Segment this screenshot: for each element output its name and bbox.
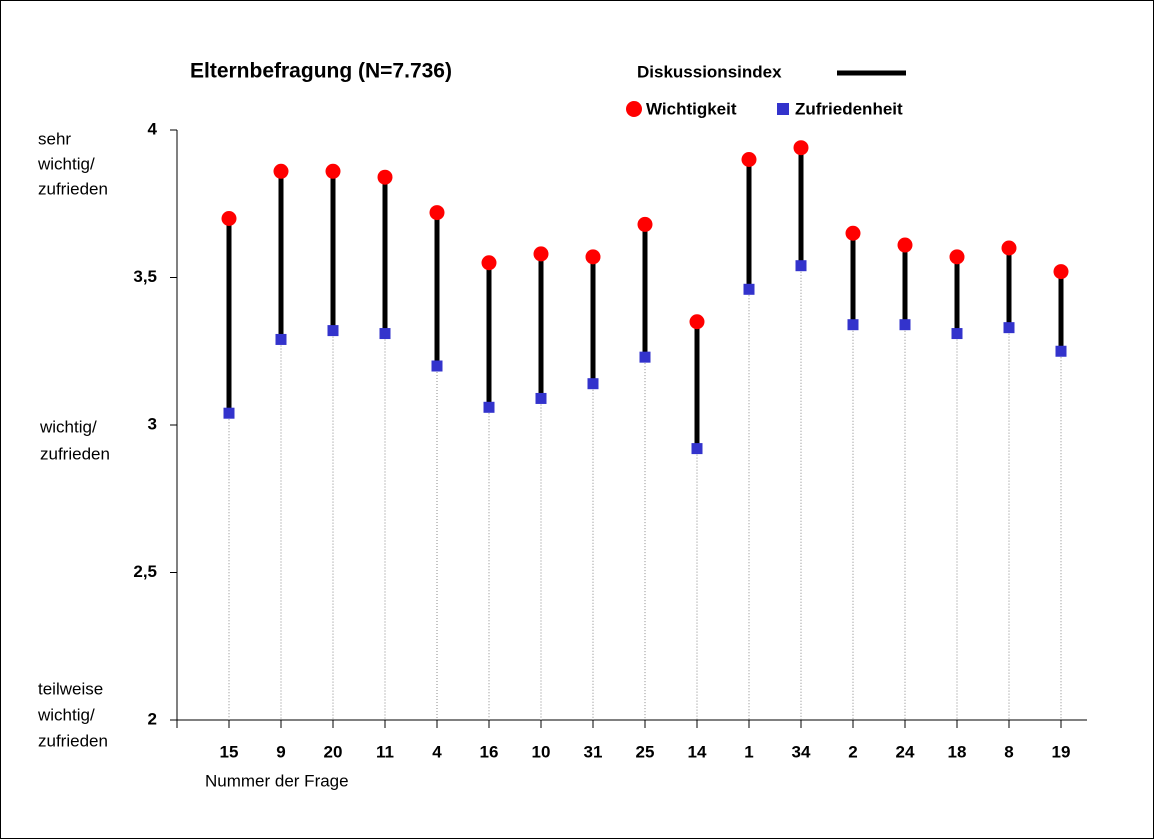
y-annotation: wichtig/: [37, 705, 95, 724]
x-tick-label: 8: [1004, 742, 1013, 761]
point: [741, 152, 757, 167]
x-tick-label: 20: [324, 742, 343, 761]
x-tick-label: 14: [688, 742, 707, 761]
point: [1001, 240, 1017, 256]
point: [327, 325, 339, 337]
legend-label: Zufriedenheit: [795, 99, 903, 118]
point: [535, 392, 547, 404]
chart-title: Elternbefragung (N=7.736): [190, 60, 452, 83]
point: [325, 163, 341, 179]
point: [483, 401, 495, 413]
point: [689, 314, 705, 330]
y-tick-label: 4: [148, 119, 158, 138]
x-tick-label: 10: [532, 742, 551, 761]
point: [743, 283, 755, 295]
point: [847, 319, 859, 331]
point: [691, 443, 703, 455]
legend-marker: [777, 103, 789, 115]
point: [587, 378, 599, 390]
x-tick-label: 1: [744, 742, 753, 761]
y-annotation: sehr: [38, 129, 71, 148]
point: [275, 333, 287, 345]
point: [845, 225, 861, 241]
point: [431, 360, 443, 372]
point: [481, 255, 497, 271]
x-tick-label: 11: [376, 742, 394, 761]
legend-marker: [626, 101, 642, 117]
x-tick-label: 25: [636, 742, 655, 761]
x-tick-label: 31: [584, 742, 603, 761]
y-tick-label: 2: [148, 709, 157, 728]
x-tick-label: 15: [220, 742, 239, 761]
y-annotation: zufrieden: [38, 731, 108, 750]
point: [1055, 345, 1067, 357]
y-tick-label: 3,5: [133, 267, 157, 286]
point: [379, 328, 391, 340]
point: [795, 260, 807, 272]
x-tick-label: 24: [896, 742, 915, 761]
point: [221, 211, 237, 226]
point: [899, 319, 911, 331]
point: [1053, 264, 1069, 280]
legend-label: Diskussionsindex: [637, 62, 782, 81]
x-tick-label: 18: [948, 742, 967, 761]
y-annotation: zufrieden: [40, 444, 110, 463]
y-annotation: teilweise: [38, 679, 103, 698]
point: [793, 140, 809, 156]
y-tick-label: 2,5: [133, 562, 157, 581]
point: [637, 216, 653, 232]
x-tick-label: 16: [480, 742, 499, 761]
x-tick-label: 9: [276, 742, 285, 761]
point: [223, 407, 235, 419]
legend-label: Wichtigkeit: [646, 99, 737, 118]
point: [949, 249, 965, 265]
x-tick-label: 2: [848, 742, 857, 761]
point: [897, 237, 913, 253]
y-tick-label: 3: [148, 414, 157, 433]
x-tick-label: 34: [792, 742, 811, 761]
x-tick-label: 4: [432, 742, 442, 761]
x-tick-label: 19: [1052, 742, 1071, 761]
point: [429, 205, 445, 221]
point: [585, 249, 601, 265]
y-annotation: zufrieden: [38, 179, 108, 198]
y-annotation: wichtig/: [37, 154, 95, 173]
point: [273, 163, 289, 179]
y-annotation: wichtig/: [39, 417, 97, 436]
point: [533, 246, 549, 262]
point: [1003, 322, 1015, 334]
point: [377, 169, 393, 185]
x-axis-label: Nummer der Frage: [205, 771, 349, 790]
point: [639, 351, 651, 363]
point: [951, 328, 963, 340]
